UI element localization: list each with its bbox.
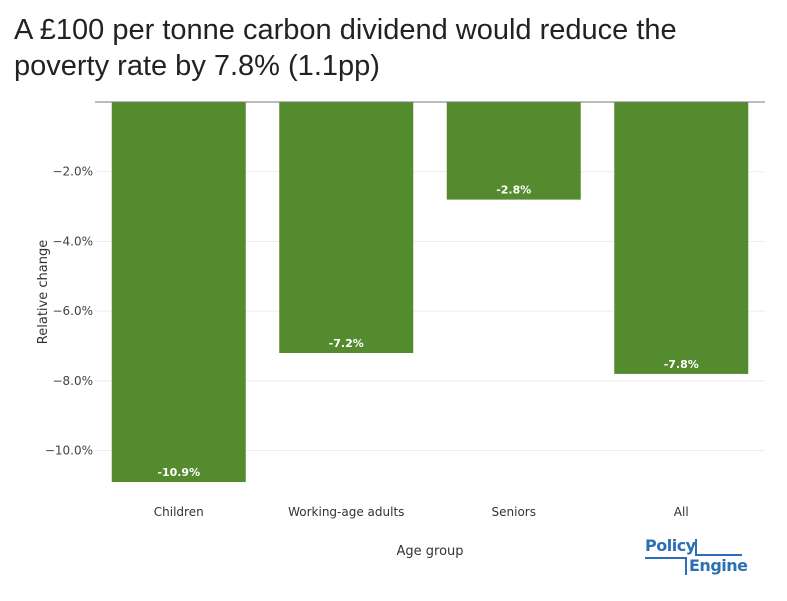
bar (279, 102, 414, 354)
x-tick-label: Seniors (492, 505, 536, 519)
chart-title: A £100 per tonne carbon dividend would r… (14, 14, 677, 82)
x-axis-title: Age group (396, 544, 463, 559)
y-tick-label: −2.0% (52, 165, 93, 179)
data-label: -7.8% (664, 358, 699, 371)
y-tick-label: −6.0% (52, 304, 93, 318)
data-label: -7.2% (329, 337, 364, 350)
y-tick-label: −8.0% (52, 374, 93, 388)
logo-word-engine: Engine (689, 556, 748, 575)
bar (614, 102, 749, 374)
y-tick-label: −4.0% (52, 234, 93, 248)
y-axis-title: Relative change (36, 240, 51, 344)
logo-bar-2 (685, 559, 687, 575)
y-tick-label: −10.0% (45, 444, 93, 458)
data-label: -10.9% (157, 466, 200, 479)
logo-word-policy: Policy (645, 536, 696, 555)
logo-line-2 (645, 557, 687, 559)
bar (446, 102, 581, 200)
logo-bar-1 (695, 539, 697, 555)
policyengine-logo: Policy Engine (645, 536, 748, 578)
x-tick-labels: Children Working-age adults Seniors All (154, 505, 689, 519)
data-label: -2.8% (496, 184, 531, 197)
y-tick-labels: −2.0% −4.0% −6.0% −8.0% −10.0% (45, 165, 93, 458)
x-tick-label: Working-age adults (288, 505, 404, 519)
bar (111, 102, 246, 482)
x-tick-label: All (674, 505, 689, 519)
bars: -10.9% -7.2% -2.8% -7.8% (111, 102, 749, 482)
logo-line-1 (695, 554, 742, 556)
x-tick-label: Children (154, 505, 204, 519)
